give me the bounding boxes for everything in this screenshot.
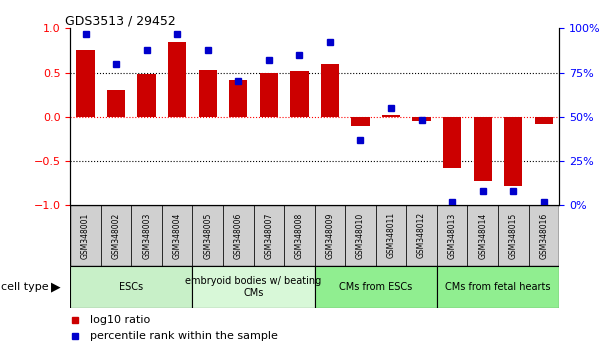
Text: embryoid bodies w/ beating
CMs: embryoid bodies w/ beating CMs bbox=[186, 276, 321, 298]
Bar bbox=[192, 205, 223, 266]
Bar bbox=[437, 266, 559, 308]
Text: ▶: ▶ bbox=[51, 280, 60, 293]
Text: GSM348007: GSM348007 bbox=[265, 212, 273, 259]
Text: percentile rank within the sample: percentile rank within the sample bbox=[90, 331, 277, 341]
Text: CMs from ESCs: CMs from ESCs bbox=[339, 282, 412, 292]
Text: GSM348004: GSM348004 bbox=[173, 212, 181, 259]
Bar bbox=[474, 117, 492, 181]
Bar bbox=[70, 266, 192, 308]
Bar bbox=[229, 80, 247, 117]
Bar bbox=[376, 205, 406, 266]
Bar bbox=[254, 205, 284, 266]
Bar bbox=[76, 51, 95, 117]
Text: log10 ratio: log10 ratio bbox=[90, 315, 150, 325]
Bar bbox=[345, 205, 376, 266]
Text: GSM348014: GSM348014 bbox=[478, 212, 487, 258]
Text: cell type: cell type bbox=[1, 282, 49, 292]
Text: CMs from fetal hearts: CMs from fetal hearts bbox=[445, 282, 551, 292]
Bar bbox=[101, 205, 131, 266]
Text: GSM348008: GSM348008 bbox=[295, 212, 304, 258]
Text: GSM348006: GSM348006 bbox=[234, 212, 243, 259]
Text: GSM348011: GSM348011 bbox=[387, 212, 395, 258]
Bar bbox=[315, 266, 437, 308]
Bar bbox=[192, 266, 315, 308]
Text: GSM348002: GSM348002 bbox=[112, 212, 120, 258]
Bar bbox=[137, 74, 156, 117]
Text: GSM348010: GSM348010 bbox=[356, 212, 365, 258]
Text: GSM348003: GSM348003 bbox=[142, 212, 151, 259]
Bar bbox=[382, 115, 400, 117]
Text: GSM348016: GSM348016 bbox=[540, 212, 548, 258]
Bar bbox=[321, 64, 339, 117]
Bar bbox=[260, 73, 278, 117]
Text: GDS3513 / 29452: GDS3513 / 29452 bbox=[65, 14, 176, 27]
Bar bbox=[199, 70, 217, 117]
Bar bbox=[406, 205, 437, 266]
Bar bbox=[351, 117, 370, 126]
Text: ESCs: ESCs bbox=[119, 282, 144, 292]
Bar bbox=[162, 205, 192, 266]
Text: GSM348001: GSM348001 bbox=[81, 212, 90, 258]
Bar bbox=[290, 71, 309, 117]
Text: GSM348009: GSM348009 bbox=[326, 212, 334, 259]
Bar bbox=[443, 117, 461, 168]
Bar bbox=[168, 42, 186, 117]
Bar bbox=[284, 205, 315, 266]
Text: GSM348015: GSM348015 bbox=[509, 212, 518, 258]
Text: GSM348012: GSM348012 bbox=[417, 212, 426, 258]
Bar bbox=[412, 117, 431, 121]
Bar bbox=[535, 117, 553, 124]
Bar bbox=[437, 205, 467, 266]
Bar bbox=[529, 205, 559, 266]
Bar bbox=[504, 117, 522, 186]
Bar bbox=[131, 205, 162, 266]
Bar bbox=[70, 205, 101, 266]
Text: GSM348013: GSM348013 bbox=[448, 212, 456, 258]
Bar bbox=[498, 205, 529, 266]
Text: GSM348005: GSM348005 bbox=[203, 212, 212, 259]
Bar bbox=[467, 205, 498, 266]
Bar bbox=[107, 90, 125, 117]
Bar bbox=[223, 205, 254, 266]
Bar bbox=[315, 205, 345, 266]
